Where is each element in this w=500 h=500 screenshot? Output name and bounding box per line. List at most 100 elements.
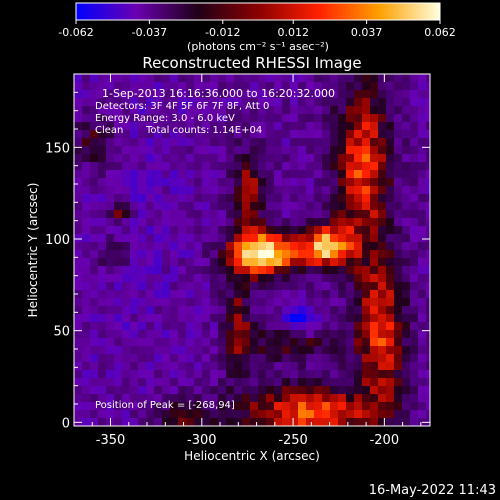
- heatmap-cell: [90, 378, 98, 386]
- heatmap-cell: [426, 378, 430, 386]
- heatmap-cell: [98, 410, 106, 418]
- heatmap-cell: [210, 202, 218, 210]
- heatmap-cell: [138, 322, 146, 330]
- heatmap-cell: [274, 98, 282, 106]
- heatmap-cell: [82, 82, 90, 90]
- heatmap-cell: [178, 250, 186, 258]
- heatmap-cell: [226, 98, 234, 106]
- heatmap-cell: [178, 202, 186, 210]
- heatmap-cell: [170, 298, 178, 306]
- heatmap-cell: [226, 330, 234, 338]
- heatmap-cell: [386, 210, 394, 218]
- heatmap-cell: [82, 314, 90, 322]
- heatmap-cell: [322, 202, 330, 210]
- heatmap-cell: [250, 178, 258, 186]
- heatmap-cell: [258, 378, 266, 386]
- heatmap-cell: [410, 234, 418, 242]
- heatmap-cell: [346, 194, 354, 202]
- heatmap-cell: [138, 210, 146, 218]
- heatmap-cell: [130, 250, 138, 258]
- heatmap-cell: [362, 106, 370, 114]
- heatmap-cell: [138, 114, 146, 122]
- heatmap-cell: [202, 162, 210, 170]
- heatmap-cell: [370, 410, 378, 418]
- heatmap-cell: [218, 106, 226, 114]
- heatmap-cell: [266, 250, 274, 258]
- heatmap-cell: [162, 418, 170, 426]
- heatmap-cell: [322, 298, 330, 306]
- y-tick-label: 0: [62, 416, 70, 431]
- heatmap-cell: [370, 186, 378, 194]
- heatmap-cell: [178, 98, 186, 106]
- heatmap-cell: [114, 378, 122, 386]
- heatmap-cell: [314, 418, 322, 426]
- heatmap-cell: [346, 130, 354, 138]
- heatmap-cell: [370, 298, 378, 306]
- heatmap-cell: [362, 218, 370, 226]
- heatmap-cell: [274, 234, 282, 242]
- heatmap-cell: [402, 114, 410, 122]
- heatmap-cell: [314, 82, 322, 90]
- heatmap-cell: [370, 290, 378, 298]
- heatmap-cell: [154, 194, 162, 202]
- heatmap-cell: [410, 82, 418, 90]
- heatmap-cell: [402, 74, 410, 82]
- heatmap-cell: [162, 90, 170, 98]
- heatmap-cell: [322, 370, 330, 378]
- heatmap-cell: [306, 234, 314, 242]
- heatmap-cell: [418, 218, 426, 226]
- heatmap-cell: [338, 154, 346, 162]
- heatmap-cell: [386, 306, 394, 314]
- heatmap-cell: [242, 202, 250, 210]
- heatmap-cell: [386, 298, 394, 306]
- heatmap-cell: [162, 346, 170, 354]
- heatmap-cell: [114, 338, 122, 346]
- heatmap-cell: [162, 410, 170, 418]
- heatmap-cell: [234, 138, 242, 146]
- heatmap-cell: [370, 378, 378, 386]
- heatmap-cell: [250, 346, 258, 354]
- heatmap-cell: [242, 210, 250, 218]
- heatmap-cell: [306, 330, 314, 338]
- heatmap-cell: [170, 122, 178, 130]
- heatmap-cell: [106, 338, 114, 346]
- heatmap-cell: [290, 346, 298, 354]
- heatmap-cell: [194, 242, 202, 250]
- heatmap-cell: [354, 74, 362, 82]
- heatmap-cell: [154, 250, 162, 258]
- heatmap-cell: [250, 338, 258, 346]
- annotation-detectors: Detectors: 3F 4F 5F 6F 7F 8F, Att 0: [95, 101, 269, 112]
- heatmap-cell: [130, 314, 138, 322]
- heatmap-cell: [138, 402, 146, 410]
- heatmap-cell: [282, 330, 290, 338]
- heatmap-cell: [106, 418, 114, 426]
- heatmap-cell: [130, 210, 138, 218]
- heatmap-cell: [218, 146, 226, 154]
- heatmap-cell: [258, 106, 266, 114]
- heatmap-cell: [394, 178, 402, 186]
- heatmap-cell: [114, 298, 122, 306]
- heatmap-cell: [250, 290, 258, 298]
- heatmap-cell: [226, 218, 234, 226]
- heatmap-cell: [266, 330, 274, 338]
- heatmap-cell: [74, 250, 82, 258]
- heatmap-cell: [122, 186, 130, 194]
- heatmap-cell: [250, 106, 258, 114]
- heatmap-cell: [426, 162, 430, 170]
- heatmap-cell: [338, 210, 346, 218]
- heatmap-cell: [154, 330, 162, 338]
- heatmap-cell: [282, 194, 290, 202]
- heatmap-cell: [274, 146, 282, 154]
- heatmap-cell: [330, 346, 338, 354]
- heatmap-cell: [250, 74, 258, 82]
- heatmap-cell: [90, 154, 98, 162]
- heatmap-cell: [282, 378, 290, 386]
- heatmap-cell: [418, 98, 426, 106]
- heatmap-cell: [170, 306, 178, 314]
- heatmap-cell: [386, 146, 394, 154]
- heatmap-cell: [170, 226, 178, 234]
- heatmap-cell: [234, 178, 242, 186]
- heatmap-cell: [378, 170, 386, 178]
- heatmap-cell: [186, 234, 194, 242]
- heatmap-cell: [210, 306, 218, 314]
